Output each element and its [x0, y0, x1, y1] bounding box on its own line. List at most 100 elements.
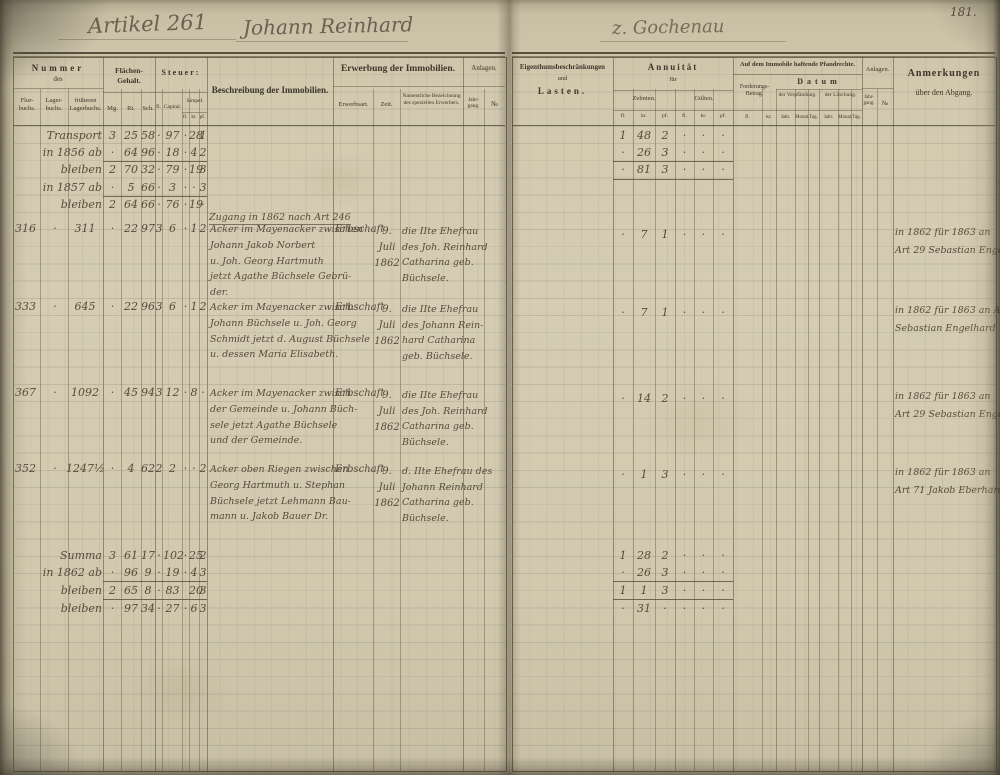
cell: 2 — [155, 462, 163, 475]
cell: · — [157, 198, 161, 211]
header-anlagen-right: Anlagen. — [865, 66, 890, 73]
header-nr-left: № — [491, 100, 498, 108]
cell: · — [621, 228, 625, 241]
abgang-line: in 1862 für 1863 an — [895, 391, 991, 402]
erwerbsart-value: Erbschaft — [335, 224, 385, 235]
annuitaet-unit-fl: fl. — [682, 113, 687, 119]
forderung-unit-fl: fl. — [745, 114, 750, 120]
parcel-entry: 333 · 645 · 22 96 3 6 · 1 2 Acker im Mayenacke… — [0, 300, 1000, 362]
erwerber-name: die IIte Ehefrau des Johann Rein- hard C… — [402, 302, 483, 364]
abgang-note: in 1862 für 1863 an Art 29 Sebastian Eng… — [895, 224, 1000, 259]
top-rule — [13, 52, 505, 54]
erwerber-name: die IIte Ehefrau des Joh. Reinhard Catha… — [402, 388, 488, 450]
owner-name: Johann Reinhard — [242, 12, 414, 40]
parcel-entry: 367 · 1092 · 45 94 3 12 · 8 · Acker im Mayenac… — [0, 386, 1000, 448]
annuitaet-unit-kr: kr. — [700, 113, 707, 119]
subtraction-line — [613, 599, 733, 600]
subtraction-line — [613, 161, 733, 162]
subtraction-line — [103, 196, 207, 197]
cell: 6 — [169, 300, 176, 313]
article-number: Artikel 261 — [87, 9, 208, 39]
cell: · — [621, 566, 625, 579]
erwerb-date: 9. Juli 1862 — [374, 388, 400, 437]
header-divider — [733, 110, 862, 111]
cell: · — [201, 386, 205, 399]
header-steuer-capital: Capital. — [163, 104, 182, 110]
description-line: u. Joh. Georg Hartmuth — [210, 255, 324, 267]
description-line: Georg Hartmuth u. Stephan — [210, 479, 346, 491]
article-underline — [58, 39, 236, 40]
cell: · — [621, 306, 625, 319]
description-line: und der Gemeinde. — [210, 435, 303, 447]
cell: · — [682, 392, 687, 405]
cell: · — [721, 392, 725, 405]
date-line: 9. — [382, 390, 392, 401]
cell: 3 — [661, 468, 669, 481]
cell: · — [682, 468, 687, 481]
cell: · — [701, 602, 706, 615]
header-bottom-rule — [512, 125, 995, 126]
date-line: 9. — [382, 466, 392, 477]
cell: · — [721, 228, 725, 241]
cell: · — [701, 163, 706, 176]
cell: · — [701, 129, 706, 142]
header-anlagen-left: Anlagen. — [471, 64, 497, 72]
annuity-row: 1 48 2 · · · — [0, 129, 1000, 147]
place-underline — [600, 41, 786, 42]
header-lasten: Lasten. — [537, 86, 588, 96]
subtraction-line — [613, 179, 733, 180]
header-divider — [613, 110, 733, 111]
old-number: 645 — [74, 300, 96, 313]
old-number: 1247½ — [66, 462, 105, 475]
description-line: Acker oben Riegen zwischen — [210, 464, 349, 475]
header-fuer: für — [669, 76, 677, 83]
erwerber-line: hard Catharina — [402, 335, 476, 346]
date-line: 1862 — [374, 498, 400, 510]
header-und: und — [557, 75, 568, 82]
lagerbuch-number: · — [53, 386, 57, 399]
row-label: in 1857 ab — [42, 181, 102, 194]
datum-unit-monat: Monat. — [838, 115, 853, 120]
cell: 2 — [169, 462, 176, 475]
cell: · — [183, 386, 188, 399]
cell: · — [721, 549, 725, 562]
abgang-line: in 1862 für 1863 an — [895, 467, 991, 478]
cell: 2 — [661, 129, 669, 142]
cell: 3 — [169, 181, 176, 194]
abgang-line: Art 71 Jakob Eberhard — [895, 484, 1000, 496]
date-line: 1862 — [374, 336, 400, 348]
annuity-row: 1 28 2 · · · — [0, 549, 1000, 567]
cell: · — [701, 228, 706, 241]
erwerber-line: Catharina geb. — [402, 497, 474, 508]
datum-unit-monat: Monat. — [795, 115, 810, 120]
erwerber-line: Büchsele. — [402, 272, 449, 284]
header-verpfaendung: der Verpfändung. — [778, 92, 817, 98]
cell: · — [682, 566, 687, 579]
header-unit-rt: Rt. — [127, 105, 135, 112]
abgang-line: Art 29 Sebastian Engelhard — [895, 408, 1000, 420]
cell: · — [201, 198, 205, 211]
row-label: bleiben — [60, 198, 102, 211]
top-rule — [512, 56, 995, 57]
header-divider — [613, 90, 733, 91]
cell: · — [701, 468, 706, 481]
cell: · — [721, 129, 725, 142]
erwerber-line: des Joh. Reinhard — [402, 241, 488, 253]
header-unit-mg: Mg. — [107, 105, 118, 112]
header-steuer-simpel: Simpel. — [186, 98, 204, 104]
datum-unit-jahr: Jahr. — [823, 115, 834, 120]
description-line: Johann Jakob Norbert — [210, 239, 316, 251]
header-unit-sch: Sch. — [142, 105, 154, 112]
old-number: 1092 — [71, 386, 99, 399]
owner-underline — [236, 41, 408, 42]
erwerbsart-value: Erbschaft — [335, 302, 385, 313]
annuity-row: · 26 3 · · · — [0, 146, 1000, 164]
abgang-note: in 1862 für 1863 an Art 29 Sebastian Eng… — [895, 302, 1000, 337]
erwerber-line: Catharina geb. — [402, 257, 474, 268]
header-guelten: Gülten. — [694, 95, 714, 102]
header-steuer-unit-pf: pf. — [199, 115, 206, 120]
cell: · — [682, 584, 687, 597]
cell: 19 — [189, 198, 203, 211]
flurbuch-number: 333 — [15, 300, 36, 313]
